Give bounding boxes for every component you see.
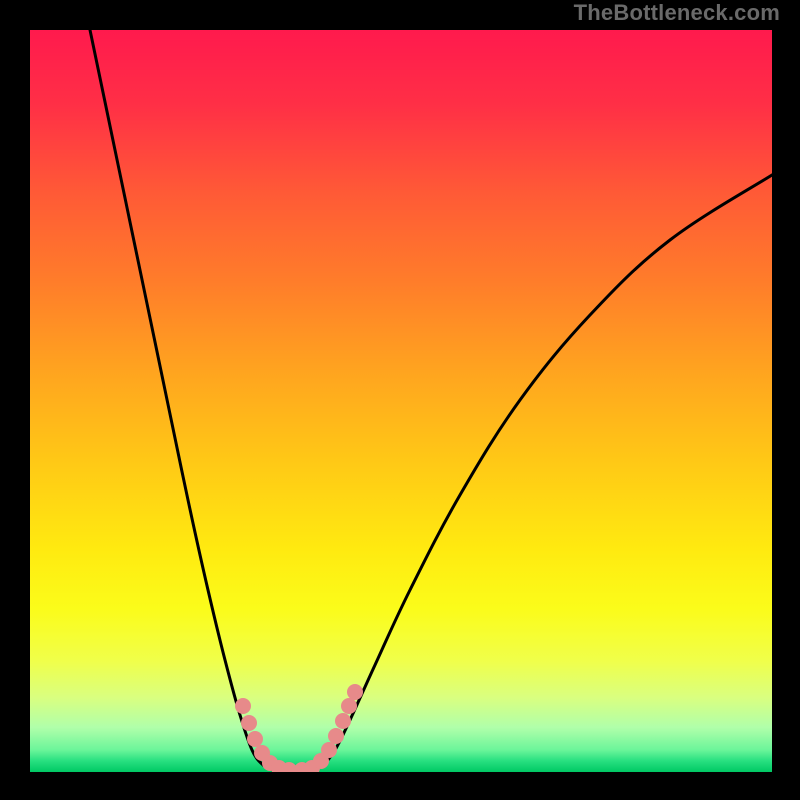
marker-right-5	[335, 713, 351, 729]
marker-left-2	[247, 731, 263, 747]
marker-right-3	[321, 742, 337, 758]
curve-right	[313, 175, 772, 770]
plot-area	[30, 30, 772, 772]
marker-right-6	[341, 698, 357, 714]
marker-left-0	[235, 698, 251, 714]
curve-left	[90, 30, 273, 770]
curve-layer	[30, 30, 772, 772]
marker-left-1	[241, 715, 257, 731]
marker-right-4	[328, 728, 344, 744]
marker-right-7	[347, 684, 363, 700]
watermark-text: TheBottleneck.com	[574, 0, 780, 26]
chart-frame: TheBottleneck.com	[0, 0, 800, 800]
